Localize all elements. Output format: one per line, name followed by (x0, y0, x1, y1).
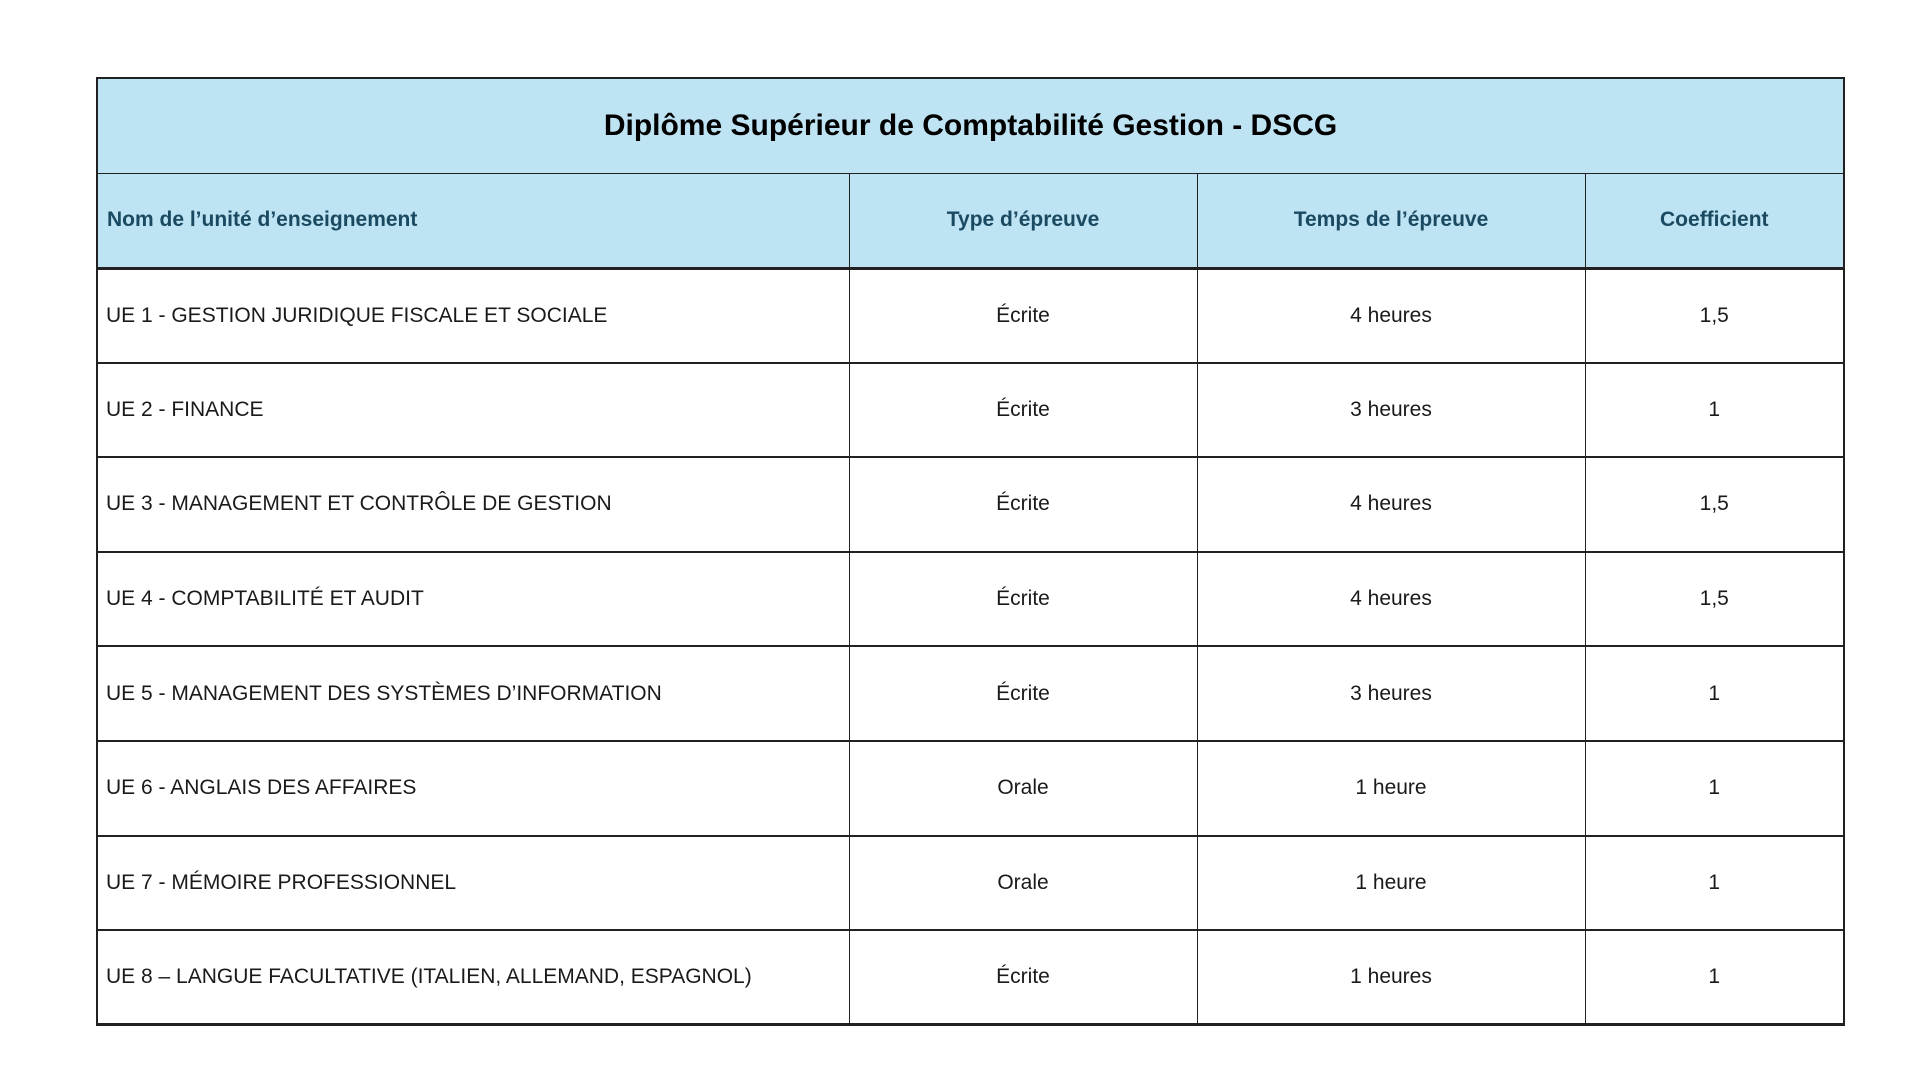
cell-unit-name: UE 6 - ANGLAIS DES AFFAIRES (96, 739, 850, 837)
table-header-row: Nom de l’unité d’enseignement Type d’épr… (96, 172, 1845, 270)
cell-exam-type: Écrite (848, 645, 1198, 742)
table-row: UE 1 - GESTION JURIDIQUE FISCALE ET SOCI… (96, 267, 1845, 364)
table-row: UE 6 - ANGLAIS DES AFFAIRES Orale 1 heur… (96, 739, 1845, 837)
column-header-exam-type: Type d’épreuve (848, 172, 1198, 270)
cell-exam-duration: 4 heures (1196, 267, 1586, 364)
table-row: UE 4 - COMPTABILITÉ ET AUDIT Écrite 4 he… (96, 550, 1845, 648)
cell-exam-type: Écrite (848, 550, 1198, 648)
column-header-exam-duration: Temps de l’épreuve (1196, 172, 1586, 270)
table-row: UE 7 - MÉMOIRE PROFESSIONNEL Orale 1 heu… (96, 834, 1845, 932)
cell-unit-name: UE 7 - MÉMOIRE PROFESSIONNEL (96, 834, 850, 932)
cell-coefficient: 1 (1584, 739, 1845, 837)
cell-exam-duration: 4 heures (1196, 456, 1586, 553)
cell-unit-name: UE 5 - MANAGEMENT DES SYSTÈMES D’INFORMA… (96, 645, 850, 742)
cell-unit-name: UE 2 - FINANCE (96, 361, 850, 459)
cell-exam-type: Orale (848, 834, 1198, 932)
cell-unit-name: UE 1 - GESTION JURIDIQUE FISCALE ET SOCI… (96, 267, 850, 364)
cell-exam-type: Orale (848, 739, 1198, 837)
column-header-unit-name: Nom de l’unité d’enseignement (96, 172, 850, 270)
cell-exam-type: Écrite (848, 267, 1198, 364)
table-title-row: Diplôme Supérieur de Comptabilité Gestio… (96, 78, 1845, 174)
cell-coefficient: 1 (1584, 361, 1845, 459)
cell-exam-duration: 3 heures (1196, 645, 1586, 742)
cell-exam-duration: 3 heures (1196, 361, 1586, 459)
page-title: Diplôme Supérieur de Comptabilité Gestio… (96, 78, 1845, 174)
cell-coefficient: 1 (1584, 834, 1845, 932)
table-row: UE 3 - MANAGEMENT ET CONTRÔLE DE GESTION… (96, 456, 1845, 553)
cell-unit-name: UE 8 – LANGUE FACULTATIVE (ITALIEN, ALLE… (96, 929, 850, 1026)
table-row: UE 5 - MANAGEMENT DES SYSTÈMES D’INFORMA… (96, 645, 1845, 742)
cell-unit-name: UE 4 - COMPTABILITÉ ET AUDIT (96, 550, 850, 648)
table-row: UE 2 - FINANCE Écrite 3 heures 1 (96, 361, 1845, 459)
dscg-exam-table: Diplôme Supérieur de Comptabilité Gestio… (96, 77, 1846, 1027)
cell-exam-type: Écrite (848, 929, 1198, 1026)
dscg-table: Diplôme Supérieur de Comptabilité Gestio… (96, 77, 1846, 1027)
cell-coefficient: 1,5 (1584, 267, 1845, 364)
cell-exam-type: Écrite (848, 361, 1198, 459)
cell-coefficient: 1 (1584, 929, 1845, 1026)
table-row: UE 8 – LANGUE FACULTATIVE (ITALIEN, ALLE… (96, 929, 1845, 1026)
cell-exam-duration: 1 heure (1196, 834, 1586, 932)
cell-coefficient: 1 (1584, 645, 1845, 742)
cell-exam-type: Écrite (848, 456, 1198, 553)
cell-unit-name: UE 3 - MANAGEMENT ET CONTRÔLE DE GESTION (96, 456, 850, 553)
cell-coefficient: 1,5 (1584, 550, 1845, 648)
column-header-coefficient: Coefficient (1584, 172, 1845, 270)
cell-exam-duration: 1 heures (1196, 929, 1586, 1026)
cell-exam-duration: 4 heures (1196, 550, 1586, 648)
cell-coefficient: 1,5 (1584, 456, 1845, 553)
cell-exam-duration: 1 heure (1196, 739, 1586, 837)
